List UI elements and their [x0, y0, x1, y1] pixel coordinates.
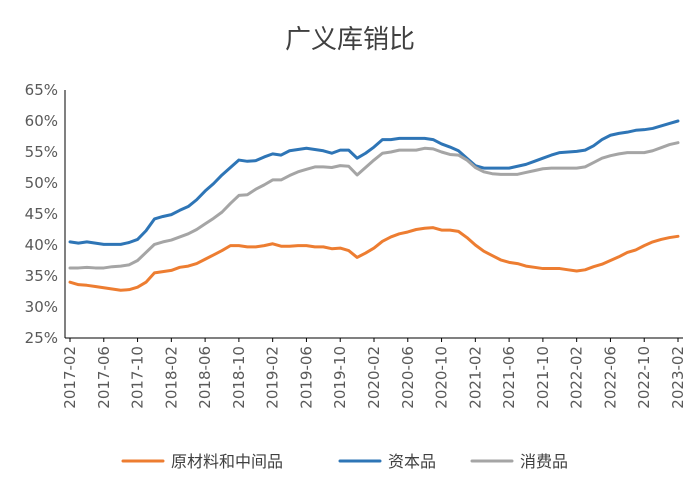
- x-tick-label: 2019-06: [297, 346, 315, 409]
- y-tick-label: 35%: [25, 267, 58, 285]
- x-tick-label: 2022-02: [568, 346, 586, 409]
- x-tick-label: 2023-02: [669, 346, 687, 409]
- x-tick-label: 2020-06: [399, 346, 417, 409]
- legend-label: 原材料和中间品: [171, 452, 283, 471]
- x-tick-label: 2017-10: [129, 346, 147, 409]
- x-tick-label: 2020-10: [433, 346, 451, 409]
- x-tick-label: 2021-10: [534, 346, 552, 409]
- legend-label: 消费品: [520, 452, 568, 471]
- x-tick-label: 2017-02: [61, 346, 79, 409]
- x-tick-label: 2021-06: [500, 346, 518, 409]
- x-tick-label: 2018-06: [196, 346, 214, 409]
- x-tick-label: 2022-06: [601, 346, 619, 409]
- y-tick-label: 40%: [25, 236, 58, 254]
- legend-label: 资本品: [388, 452, 436, 471]
- y-tick-label: 50%: [25, 174, 58, 192]
- y-tick-label: 55%: [25, 143, 58, 161]
- x-tick-label: 2019-10: [331, 346, 349, 409]
- y-tick-label: 25%: [25, 329, 58, 347]
- x-tick-label: 2018-10: [230, 346, 248, 409]
- x-tick-label: 2022-10: [635, 346, 653, 409]
- y-tick-label: 65%: [25, 81, 58, 99]
- x-tick-label: 2017-06: [95, 346, 113, 409]
- x-tick-label: 2018-02: [162, 346, 180, 409]
- x-axis: 2017-02 2017-06 2017-10 2018-02 2018-06 2018-…: [61, 337, 687, 409]
- x-tick-label: 2020-02: [365, 346, 383, 409]
- chart-title: 广义库销比: [285, 25, 415, 55]
- y-tick-label: 45%: [25, 205, 58, 223]
- y-tick-label: 30%: [25, 298, 58, 316]
- y-axis: 25% 30% 35% 40% 45% 50% 55% 60% 65%: [25, 81, 66, 347]
- y-tick-label: 60%: [25, 112, 58, 130]
- series-line: [68, 119, 680, 246]
- series-layer: [68, 119, 680, 292]
- x-tick-label: 2021-02: [466, 346, 484, 409]
- x-tick-label: 2019-02: [264, 346, 282, 409]
- series-line: [68, 141, 680, 270]
- series-line: [68, 226, 680, 292]
- legend: 原材料和中间品 资本品 消费品: [121, 452, 568, 471]
